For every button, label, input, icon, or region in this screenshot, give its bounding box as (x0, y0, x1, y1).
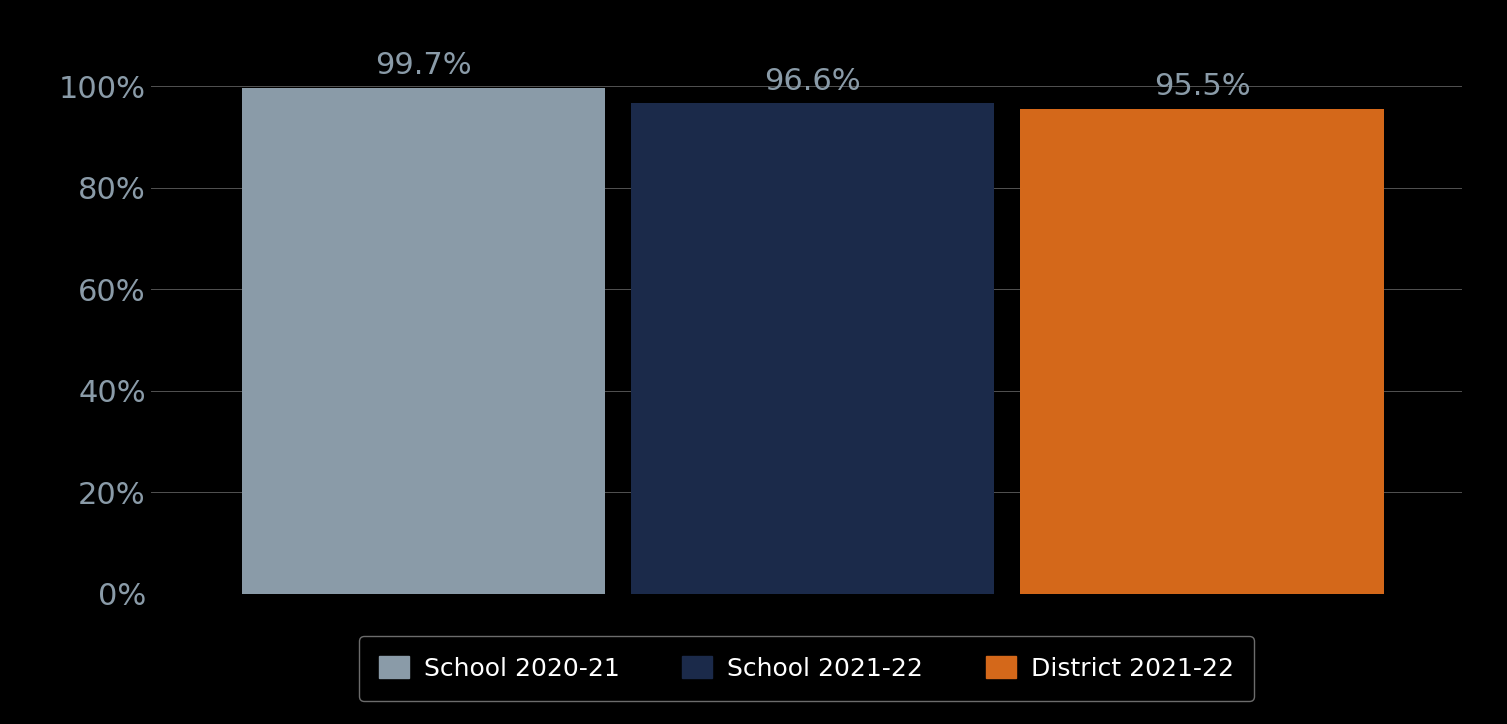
Bar (631, 104, 995, 594)
Text: 95.5%: 95.5% (1154, 72, 1251, 101)
Bar (1020, 109, 1383, 594)
Text: 99.7%: 99.7% (375, 51, 472, 80)
Bar (241, 88, 604, 594)
Legend: School 2020-21, School 2021-22, District 2021-22: School 2020-21, School 2021-22, District… (359, 636, 1254, 701)
Text: 96.6%: 96.6% (764, 67, 860, 96)
